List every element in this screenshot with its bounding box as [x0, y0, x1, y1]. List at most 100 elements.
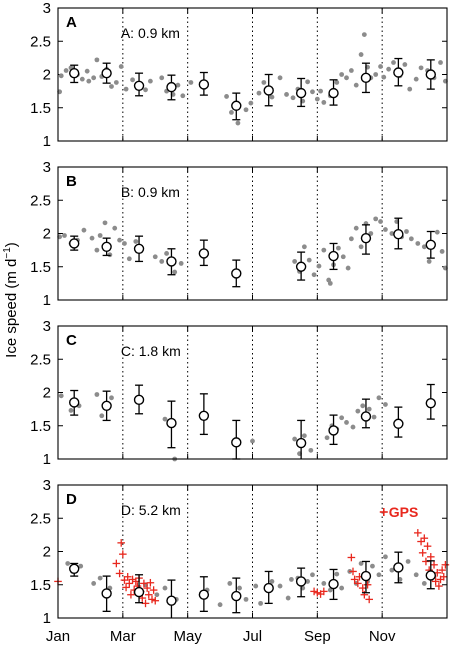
mean-marker [101, 588, 112, 599]
monthly-mean [166, 400, 177, 449]
data-point [339, 72, 345, 77]
gps-point [349, 567, 357, 576]
data-point [348, 236, 354, 242]
data-point [345, 265, 351, 271]
x-tick-label: May [173, 628, 202, 645]
data-point [366, 406, 372, 412]
data-point [383, 402, 388, 407]
mean-marker [393, 228, 404, 240]
mean-marker [393, 418, 404, 429]
mean-marker [425, 69, 436, 80]
data-point [122, 241, 127, 246]
mean-marker [133, 586, 145, 598]
monthly-mean [69, 562, 80, 577]
data-point [285, 595, 291, 601]
data-point [152, 254, 158, 260]
data-point [318, 88, 323, 94]
data-point [350, 424, 356, 430]
data-point [118, 64, 124, 69]
gps-point [431, 577, 440, 586]
mean-marker [263, 85, 274, 96]
data-point [284, 92, 289, 97]
monthly-mean [263, 73, 274, 107]
y-tick-label: 2 [43, 67, 51, 84]
y-tick-label: 3 [43, 318, 51, 335]
gps-point [112, 559, 121, 568]
gps-point [422, 557, 430, 566]
x-tick-label: Sep [304, 628, 331, 645]
gps-point [141, 599, 150, 608]
monthly-mean [101, 575, 112, 612]
monthly-mean [231, 577, 242, 614]
data-point [109, 395, 114, 401]
gps-point [347, 553, 356, 562]
data-point [421, 244, 427, 250]
data-point [89, 235, 95, 241]
data-point [58, 393, 64, 399]
data-point [250, 438, 255, 444]
data-point [348, 68, 354, 73]
data-point [109, 84, 114, 89]
panel-frame [57, 484, 448, 619]
gps-point [146, 578, 155, 587]
data-point [292, 436, 298, 442]
gps-point [439, 572, 448, 581]
data-point [378, 64, 383, 69]
panel-c: 1 1.5 2 2.5 3C C: 1.8 km [30, 318, 448, 468]
mean-marker [360, 570, 372, 582]
panel-subtitle: D: 5.2 km [121, 502, 181, 518]
gps-point [144, 590, 153, 599]
y-tick-label: 1 [43, 133, 51, 150]
gps-point [127, 590, 135, 599]
data-point [311, 272, 317, 278]
data-point [227, 581, 233, 586]
gps-point [151, 596, 160, 605]
data-point [358, 244, 364, 250]
data-point [358, 561, 364, 566]
mean-marker [231, 268, 242, 279]
data-point [147, 78, 153, 84]
gps-legend: GPS [379, 504, 418, 520]
data-point [84, 68, 90, 74]
data-point [413, 76, 419, 82]
gps-point [354, 579, 362, 588]
mean-marker [198, 79, 210, 90]
data-point [243, 107, 249, 113]
y-tick-label: 3 [43, 477, 51, 494]
gps-point [420, 534, 429, 542]
monthly-mean [69, 235, 80, 251]
data-point [178, 261, 184, 266]
x-tick-label: Mar [110, 628, 136, 645]
monthly-mean [295, 77, 307, 108]
data-point [376, 572, 382, 578]
data-point [373, 216, 379, 222]
gps-point [423, 542, 432, 550]
mean-marker [328, 578, 339, 590]
data-point [383, 554, 388, 560]
data-point [418, 65, 424, 71]
mean-marker [360, 232, 372, 244]
monthly-mean [198, 576, 210, 612]
gps-point [310, 587, 318, 596]
mean-marker [231, 590, 242, 602]
gps-point [358, 584, 367, 592]
data-point [172, 269, 178, 275]
data-point [421, 581, 427, 586]
mean-marker [69, 67, 80, 79]
gps-point [350, 575, 359, 584]
data-point [162, 416, 168, 422]
monthly-mean [198, 393, 210, 436]
data-point [58, 73, 64, 79]
data-point [248, 100, 254, 106]
monthly-mean [328, 568, 339, 601]
data-point [371, 414, 377, 420]
y-tick-label: 1 [43, 610, 51, 627]
gps-point [426, 553, 435, 561]
mean-marker [166, 595, 177, 606]
monthly-mean [393, 57, 404, 87]
panel-b: 1 1.5 2 2.5 3B B: 0.9 km [30, 159, 448, 309]
monthly-mean [263, 570, 274, 605]
mean-marker [231, 100, 242, 111]
data-point [123, 86, 129, 92]
monthly-mean [328, 414, 339, 446]
